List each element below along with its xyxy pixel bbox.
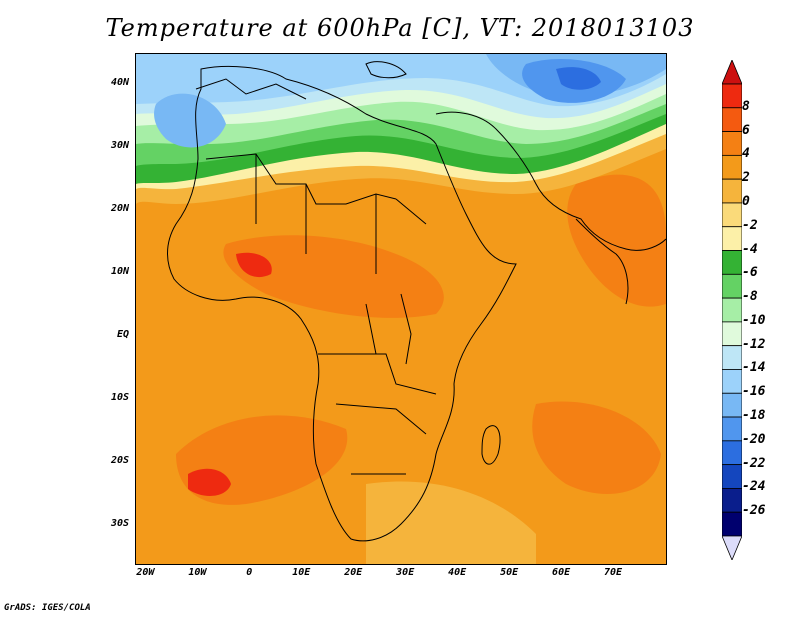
colorbar-swatch [722, 131, 742, 156]
colorbar-swatch [722, 107, 742, 132]
longitude-tick-label: 40E [448, 567, 467, 578]
colorbar-swatch [722, 202, 742, 228]
colorbar-swatch [722, 416, 742, 442]
arabia-coastline [435, 111, 666, 251]
colorbar-label: -26 [742, 503, 766, 519]
field-cold-patch [154, 93, 226, 148]
colorbar-swatch [722, 464, 742, 489]
africa-coastline [167, 65, 517, 542]
country-border [255, 154, 427, 274]
longitude-tick-label: 20W [136, 567, 155, 578]
colorbar-bottom-arrow [722, 535, 742, 560]
field-hot-spot [236, 252, 272, 278]
longitude-tick-label: 70E [604, 567, 623, 578]
latitude-tick-label: 40N [110, 77, 129, 89]
colorbar-label: -6 [742, 265, 758, 281]
colorbar-label: -18 [742, 408, 766, 424]
field-cool-band [366, 481, 536, 564]
colorbar-label: 2 [742, 170, 750, 186]
colorbar-swatch [722, 250, 742, 275]
country-border [318, 353, 437, 475]
longitude-tick-label: 10W [188, 567, 207, 578]
longitude-tick-label: 0 [246, 567, 253, 578]
latitude-tick-label: 30S [110, 518, 129, 530]
colorbar-swatch [722, 488, 742, 513]
india-coastline [575, 218, 629, 305]
mediterranean-island [365, 61, 407, 79]
sahel-border [205, 153, 397, 205]
grads-credit: GrADS: IGES/COLA [4, 603, 91, 613]
colorbar-label: -12 [742, 336, 766, 352]
latitude-tick-label: 20S [110, 455, 129, 467]
colorbar-label: -20 [742, 431, 766, 447]
longitude-tick-label: 10E [292, 567, 311, 578]
colorbar-swatch [722, 440, 742, 466]
colorbar-label: 6 [742, 122, 750, 138]
colorbar-swatch [722, 273, 742, 299]
longitude-tick-label: 60E [552, 567, 571, 578]
colorbar-label: 8 [742, 98, 750, 114]
colorbar-swatch [722, 154, 742, 180]
chart-title: Temperature at 600hPa [C], VT: 201801310… [105, 14, 695, 42]
latitude-tick-label: EQ [116, 329, 129, 341]
colorbar-swatch [722, 321, 742, 347]
colorbar-label: 0 [742, 193, 750, 209]
colorbar-swatch [722, 226, 742, 251]
longitude-tick-label: 50E [500, 567, 519, 578]
colorbar-swatch [722, 511, 742, 537]
north-border [195, 78, 307, 100]
madagascar-coastline [481, 425, 501, 465]
longitude-tick-label: 30E [396, 567, 415, 578]
colorbar-label: -14 [742, 360, 766, 376]
field-warm-patch [532, 401, 661, 494]
colorbar-swatch [722, 392, 742, 418]
colorbar-swatch [722, 83, 742, 109]
latitude-tick-label: 10S [110, 392, 129, 404]
colorbar-swatch [722, 178, 742, 204]
colorbar-swatch [722, 297, 742, 323]
field-warm-patch [567, 174, 666, 307]
latitude-tick-label: 20N [110, 203, 129, 215]
field-hot-spot [188, 468, 231, 496]
colorbar [722, 60, 742, 560]
colorbar-top-arrow [722, 60, 742, 85]
map-frame [135, 53, 667, 565]
colorbar-label: -8 [742, 289, 758, 305]
longitude-tick-label: 20E [344, 567, 363, 578]
latitude-tick-label: 10N [110, 266, 129, 278]
colorbar-label: -16 [742, 384, 766, 400]
coastlines [167, 61, 666, 542]
colorbar-label: -4 [742, 241, 758, 257]
latitude-tick-label: 30N [110, 140, 129, 152]
colorbar-label: 4 [742, 146, 750, 162]
colorbar-swatch [722, 369, 742, 394]
country-border [365, 293, 412, 365]
colorbar-label: -24 [742, 479, 766, 495]
colorbar-label: -2 [742, 217, 758, 233]
colorbar-label: -10 [742, 312, 766, 328]
temperature-map [136, 54, 666, 564]
colorbar-label: -22 [742, 455, 766, 471]
field-warm-patch [223, 235, 444, 318]
colorbar-swatch [722, 345, 742, 370]
field-cold-core [556, 67, 601, 90]
